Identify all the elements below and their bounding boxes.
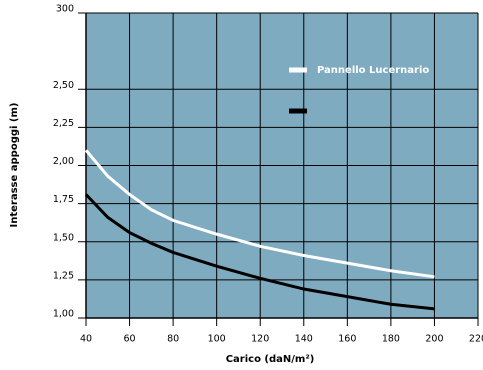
- y-tick-label: 1,25: [53, 270, 74, 281]
- data-line: [84, 193, 435, 311]
- y-tick-label: 1,50: [53, 232, 74, 243]
- y-tick-label: 2,50: [53, 80, 74, 91]
- x-tick-label: 140: [295, 334, 313, 345]
- y-tick-label: 1,75: [53, 194, 74, 205]
- x-tick-label: 180: [382, 334, 400, 345]
- x-tick-label: 200: [425, 334, 443, 345]
- y-tick-label: 2,00: [53, 156, 74, 167]
- x-tick-label: 160: [338, 334, 356, 345]
- legend-label: Pannello Lucernario: [317, 65, 429, 76]
- x-tick-label: 40: [80, 334, 92, 345]
- y-tick-label: 1,00: [53, 309, 74, 320]
- x-tick-label: 220: [469, 334, 483, 345]
- x-tick-label: 100: [208, 334, 226, 345]
- y-tick-label: 300: [56, 4, 74, 15]
- x-tick-label: 80: [167, 334, 179, 345]
- y-axis-title: Interasse appoggi (m): [9, 103, 20, 228]
- y-tick-label: 2,25: [53, 118, 74, 129]
- data-line: [84, 149, 435, 279]
- x-tick-label: 120: [251, 334, 269, 345]
- x-axis-title: Carico (daN/m²): [226, 354, 315, 365]
- x-tick-label: 60: [124, 334, 136, 345]
